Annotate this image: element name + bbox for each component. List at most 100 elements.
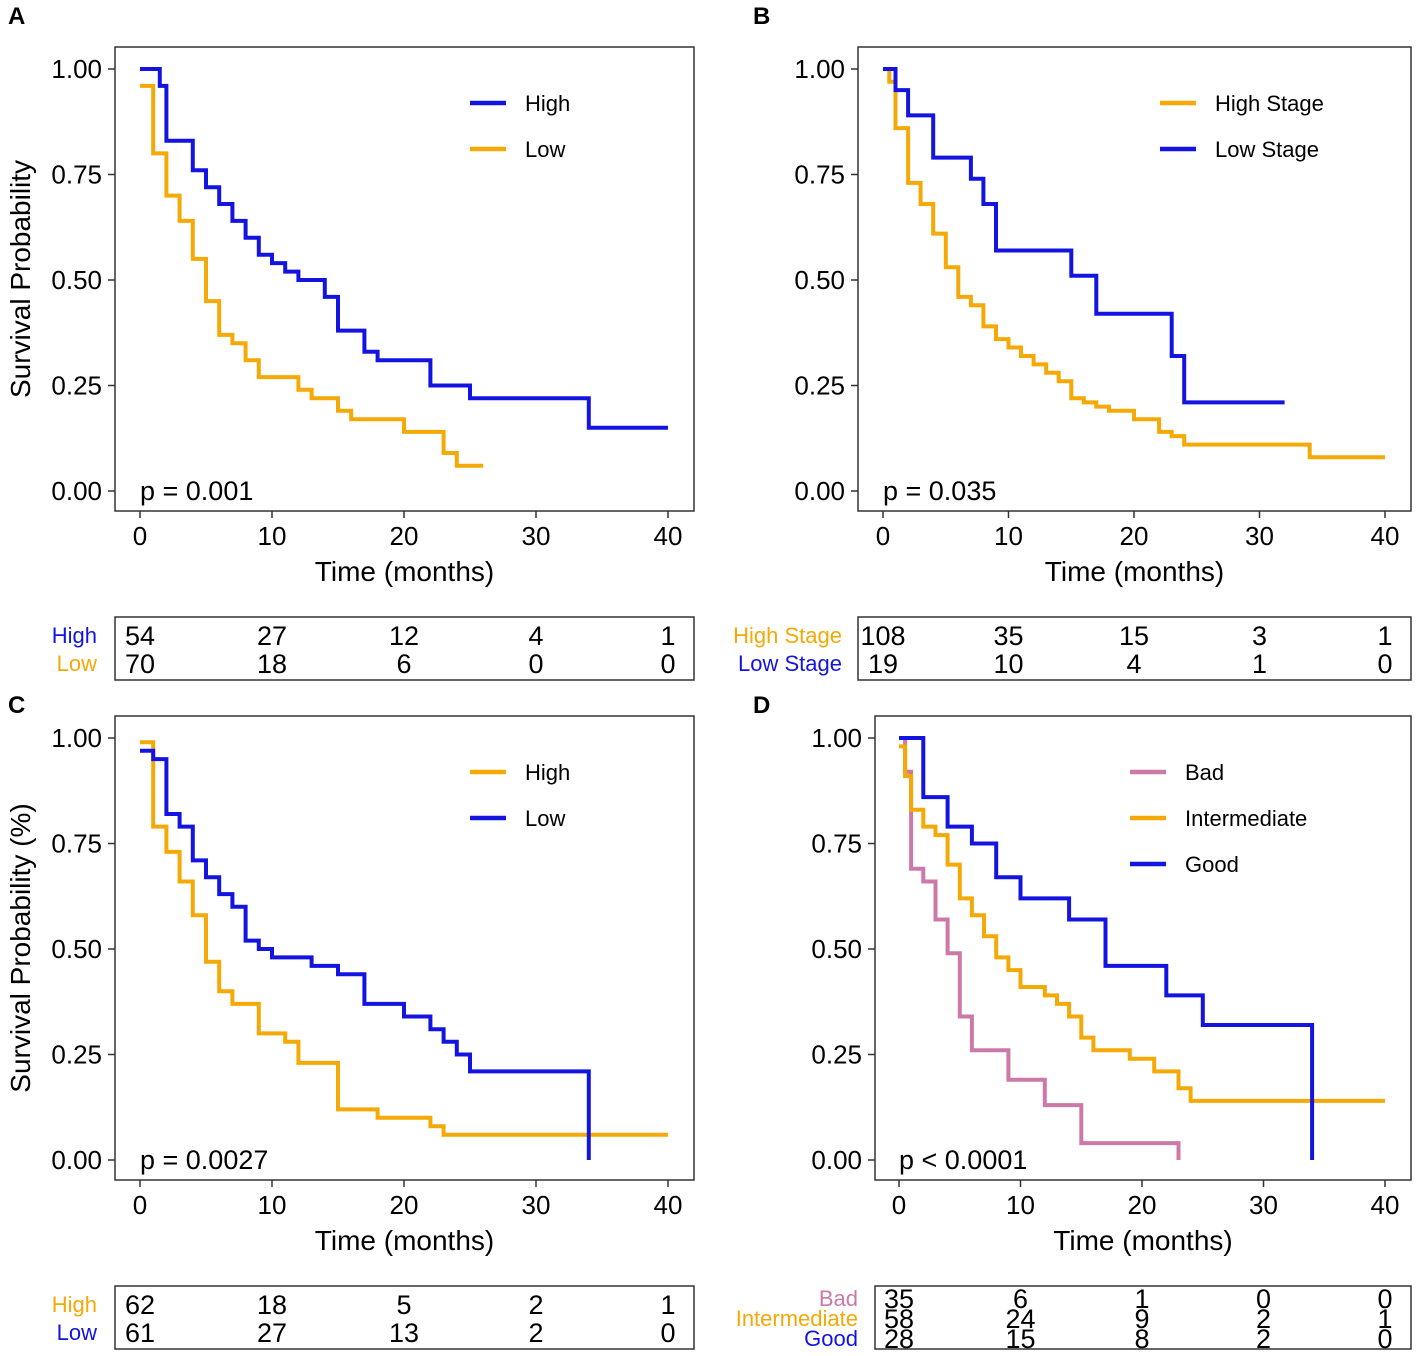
risk-table-value: 5 bbox=[396, 1290, 411, 1320]
risk-table-value: 0 bbox=[1377, 1284, 1392, 1314]
y-tick-label: 0.00 bbox=[794, 476, 845, 506]
risk-table-value: 70 bbox=[125, 649, 155, 679]
survival-curve-high bbox=[140, 740, 668, 1137]
risk-table-value: 0 bbox=[1256, 1284, 1271, 1314]
panel-letter: C bbox=[8, 692, 25, 719]
p-value: p = 0.035 bbox=[883, 476, 996, 506]
risk-table-value: 2 bbox=[1256, 1304, 1271, 1334]
risk-table-value: 12 bbox=[389, 621, 419, 651]
panel-letter: B bbox=[753, 3, 770, 30]
risk-table-label: Low bbox=[57, 1320, 97, 1345]
risk-table-value: 0 bbox=[1377, 1324, 1392, 1354]
risk-table-frame bbox=[114, 1285, 695, 1350]
risk-table-value: 35 bbox=[993, 621, 1023, 651]
risk-table-label: High bbox=[52, 1292, 97, 1317]
legend-label: Bad bbox=[1185, 760, 1224, 785]
x-tick-label: 0 bbox=[133, 1190, 147, 1220]
risk-table-value: 6 bbox=[396, 649, 411, 679]
y-tick-label: 0.25 bbox=[51, 1040, 102, 1070]
legend-label: Good bbox=[1185, 852, 1239, 877]
risk-table-value: 58 bbox=[884, 1304, 914, 1334]
y-tick-label: 1.00 bbox=[51, 54, 102, 84]
y-tick-label: 0.00 bbox=[51, 476, 102, 506]
plot-frame bbox=[874, 715, 1412, 1181]
x-tick-label: 40 bbox=[654, 521, 683, 551]
x-tick-label: 20 bbox=[390, 521, 419, 551]
y-tick-label: 0.75 bbox=[811, 829, 862, 859]
y-tick-label: 0.00 bbox=[51, 1145, 102, 1175]
y-tick-label: 0.25 bbox=[794, 371, 845, 401]
legend-label: Intermediate bbox=[1185, 806, 1307, 831]
survival-curve-low bbox=[140, 748, 591, 1160]
legend-label: High Stage bbox=[1215, 91, 1324, 116]
panel-letter: D bbox=[753, 692, 770, 719]
x-axis-title: Time (months) bbox=[315, 1225, 494, 1256]
risk-table-value: 35 bbox=[884, 1284, 914, 1314]
risk-table-label: Low bbox=[57, 651, 97, 676]
y-axis-title: Survival Probability (%) bbox=[5, 803, 36, 1092]
y-tick-label: 0.25 bbox=[51, 371, 102, 401]
risk-table-value: 62 bbox=[125, 1290, 155, 1320]
x-tick-label: 40 bbox=[654, 1190, 683, 1220]
legend-label: High bbox=[525, 760, 570, 785]
risk-table-value: 3 bbox=[1252, 621, 1267, 651]
risk-table-label: Intermediate bbox=[736, 1306, 858, 1331]
x-tick-label: 20 bbox=[390, 1190, 419, 1220]
risk-table-value: 108 bbox=[860, 621, 905, 651]
x-tick-label: 10 bbox=[258, 1190, 287, 1220]
plot-frame bbox=[114, 715, 695, 1181]
x-tick-label: 0 bbox=[892, 1190, 906, 1220]
risk-table-label: Good bbox=[804, 1326, 858, 1351]
risk-table-value: 2 bbox=[528, 1290, 543, 1320]
y-tick-label: 0.50 bbox=[51, 934, 102, 964]
x-tick-label: 20 bbox=[1128, 1190, 1157, 1220]
plot-frame bbox=[114, 46, 695, 512]
x-tick-label: 0 bbox=[133, 521, 147, 551]
y-tick-label: 0.00 bbox=[811, 1145, 862, 1175]
risk-table-value: 8 bbox=[1134, 1324, 1149, 1354]
risk-table-value: 0 bbox=[660, 1318, 675, 1348]
x-tick-label: 20 bbox=[1120, 521, 1149, 551]
risk-table-value: 2 bbox=[528, 1318, 543, 1348]
plot-frame bbox=[857, 46, 1412, 512]
x-tick-label: 10 bbox=[994, 521, 1023, 551]
risk-table-value: 1 bbox=[1134, 1284, 1149, 1314]
risk-table-value: 1 bbox=[1377, 621, 1392, 651]
risk-table-value: 9 bbox=[1134, 1304, 1149, 1334]
p-value: p = 0.0027 bbox=[140, 1145, 268, 1175]
risk-table-value: 27 bbox=[257, 1318, 287, 1348]
x-tick-label: 30 bbox=[1245, 521, 1274, 551]
y-tick-label: 0.50 bbox=[794, 265, 845, 295]
risk-table-value: 6 bbox=[1013, 1284, 1028, 1314]
y-tick-label: 1.00 bbox=[51, 723, 102, 753]
risk-table-value: 24 bbox=[1005, 1304, 1035, 1334]
y-tick-label: 0.50 bbox=[811, 934, 862, 964]
x-axis-title: Time (months) bbox=[315, 556, 494, 587]
y-tick-label: 0.50 bbox=[51, 265, 102, 295]
y-tick-label: 0.75 bbox=[51, 829, 102, 859]
risk-table-value: 1 bbox=[660, 621, 675, 651]
survival-curve-bad bbox=[899, 736, 1181, 1160]
risk-table-value: 15 bbox=[1119, 621, 1149, 651]
risk-table-label: High Stage bbox=[733, 623, 842, 648]
risk-table-value: 18 bbox=[257, 1290, 287, 1320]
risk-table-value: 10 bbox=[993, 649, 1023, 679]
survival-curve-low-stage bbox=[883, 67, 1285, 405]
risk-table-value: 28 bbox=[884, 1324, 914, 1354]
x-axis-title: Time (months) bbox=[1045, 556, 1224, 587]
x-tick-label: 0 bbox=[876, 521, 890, 551]
x-tick-label: 40 bbox=[1371, 521, 1400, 551]
risk-table-value: 0 bbox=[1377, 649, 1392, 679]
x-tick-label: 10 bbox=[258, 521, 287, 551]
risk-table-label: High bbox=[52, 623, 97, 648]
risk-table-value: 61 bbox=[125, 1318, 155, 1348]
x-tick-label: 10 bbox=[1006, 1190, 1035, 1220]
risk-table-value: 54 bbox=[125, 621, 155, 651]
risk-table-value: 1 bbox=[660, 1290, 675, 1320]
risk-table-value: 2 bbox=[1256, 1324, 1271, 1354]
x-tick-label: 40 bbox=[1371, 1190, 1400, 1220]
legend-label: Low bbox=[525, 137, 565, 162]
